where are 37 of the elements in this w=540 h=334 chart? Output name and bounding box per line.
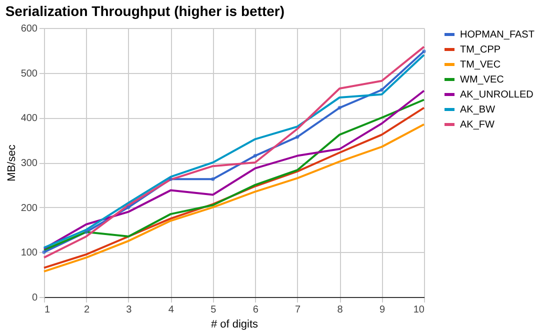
point (168, 177, 173, 181)
point (42, 250, 46, 254)
point (422, 49, 426, 54)
point (380, 88, 384, 92)
y-tick-label: 200 (20, 202, 38, 214)
x-tick-label: 8 (337, 304, 344, 316)
x-tick-label: 1 (44, 304, 50, 316)
chart-title: Serialization Throughput (higher is better) (5, 3, 285, 19)
y-tick-label: 600 (20, 24, 38, 34)
point (295, 135, 300, 139)
legend-label: AK_BW (460, 104, 496, 116)
legend-label: HOPMAN_FAST (460, 30, 534, 40)
x-tick-label: 7 (295, 304, 302, 316)
point (211, 177, 215, 181)
x-tick-label: 9 (379, 304, 386, 316)
x-tick-label: 4 (168, 304, 174, 316)
point (253, 154, 257, 158)
point (84, 230, 88, 234)
y-tick-label: 500 (20, 68, 38, 80)
legend-label: AK_FW (460, 120, 496, 130)
y-tick-label: 0 (32, 292, 38, 304)
x-tick-label: 2 (84, 304, 90, 316)
legend-label: WM_VEC (460, 74, 504, 86)
y-tick-label: 400 (20, 113, 38, 124)
point (338, 106, 342, 110)
legend-label: TM_VEC (460, 60, 501, 70)
point (126, 205, 130, 210)
y-tick-label: 300 (20, 158, 38, 169)
x-tick-label: 6 (252, 304, 259, 316)
x-tick-label: 5 (210, 304, 217, 316)
x-tick-label: 3 (126, 304, 132, 316)
y-axis-title: MB/sec (6, 144, 18, 182)
legend-label: TM_CPP (460, 44, 501, 56)
y-tick-label: 100 (20, 248, 38, 259)
x-axis-title: # of digits (210, 318, 259, 330)
x-tick-label: 10 (413, 304, 425, 316)
legend-label: AK_UNROLLED (460, 90, 534, 100)
